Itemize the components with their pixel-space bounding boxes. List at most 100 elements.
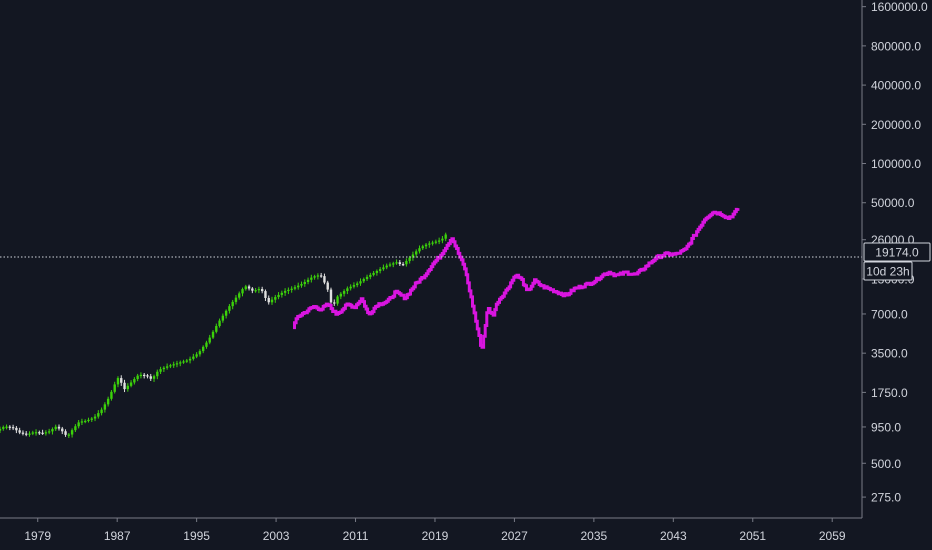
- candle-body: [106, 398, 110, 405]
- candle-body: [201, 346, 205, 352]
- candle-body: [61, 428, 64, 432]
- candle-body: [165, 366, 169, 368]
- candle-body: [215, 326, 218, 332]
- candle-body: [336, 296, 339, 304]
- candle-body: [378, 269, 382, 271]
- price-axis-tick-label: 950.0: [871, 420, 901, 434]
- candle-body: [287, 289, 290, 292]
- candle-body: [437, 240, 441, 242]
- candle-body: [388, 264, 392, 266]
- candle-body: [84, 420, 87, 423]
- candle-body: [362, 279, 365, 282]
- candle-body: [408, 257, 411, 261]
- candle-body: [270, 299, 274, 303]
- candle-body: [188, 358, 192, 361]
- candle-body: [424, 244, 428, 247]
- candle-body: [349, 286, 352, 289]
- candle-body: [149, 376, 152, 379]
- candle-body: [126, 385, 130, 390]
- candle-body: [431, 242, 434, 244]
- candle-body: [421, 246, 424, 249]
- candle-body: [74, 426, 77, 431]
- candle-body: [247, 286, 251, 289]
- candle-body: [110, 391, 113, 399]
- candle-body: [172, 364, 175, 366]
- candle-body: [15, 427, 18, 431]
- candle-body: [329, 289, 333, 303]
- candle-body: [2, 427, 5, 429]
- price-labels: 19174.0 10d 23h: [863, 242, 931, 281]
- candle-body: [28, 433, 31, 435]
- candle-body: [251, 288, 254, 291]
- candle-body: [113, 384, 116, 392]
- candle-body: [0, 428, 2, 431]
- candle-body: [198, 351, 202, 355]
- candle-body: [64, 431, 67, 435]
- candle-body: [382, 267, 385, 270]
- candle-body: [339, 293, 343, 297]
- candle-body: [179, 362, 182, 364]
- candle-body: [277, 294, 280, 298]
- candle-body: [293, 287, 297, 289]
- candle-body: [267, 297, 270, 303]
- candle-body: [359, 281, 362, 284]
- time-axis-tick-label: 1995: [183, 529, 210, 543]
- candle-body: [44, 432, 48, 434]
- candle-body: [392, 263, 395, 265]
- candle-body: [136, 375, 139, 380]
- time-axis-tick-label: 1987: [104, 529, 131, 543]
- candle-body: [300, 284, 303, 286]
- time-axis[interactable]: 1979 1987 1995 2003 2011 2019 2027 2035 2043 2051…: [24, 518, 846, 543]
- candle-body: [152, 376, 156, 379]
- candle-body: [356, 283, 359, 286]
- candle-body: [441, 238, 444, 241]
- candle-body: [182, 361, 185, 363]
- plot-area[interactable]: [0, 207, 740, 438]
- candle-body: [54, 426, 57, 430]
- candle-body: [133, 379, 136, 383]
- time-axis-tick-label: 2011: [343, 529, 369, 543]
- candle-body: [333, 302, 336, 304]
- candle-body: [142, 374, 146, 377]
- candle-body: [77, 422, 80, 427]
- candle-body: [369, 274, 372, 277]
- candle-body: [208, 337, 211, 343]
- price-axis[interactable]: 275.0500.0950.01750.03500.07000.013000.0…: [862, 0, 928, 505]
- candle-body: [123, 382, 126, 390]
- candle-body: [18, 430, 21, 433]
- time-axis-tick-label: 2043: [660, 529, 687, 543]
- candle-body: [38, 432, 41, 434]
- candle-body: [434, 241, 438, 243]
- candle-body: [254, 290, 257, 292]
- candle-body: [231, 301, 234, 307]
- candle-body: [306, 279, 310, 283]
- candle-body: [169, 365, 172, 367]
- candle-body: [401, 264, 405, 266]
- candle-body: [326, 282, 329, 290]
- price-axis-tick-label: 275.0: [871, 491, 901, 505]
- candle-body: [120, 378, 123, 383]
- time-axis-tick-label: 1979: [24, 529, 51, 543]
- price-axis-tick-label: 400000.0: [871, 79, 921, 93]
- candle-body: [244, 286, 247, 290]
- candle-body: [205, 342, 208, 347]
- candle-body: [192, 356, 195, 359]
- candle-body: [218, 320, 221, 327]
- candle-body: [372, 272, 375, 275]
- candle-body: [185, 360, 188, 362]
- bar-countdown-label: 10d 23h: [866, 265, 909, 279]
- candle-body: [224, 310, 228, 316]
- price-axis-tick-label: 50000.0: [871, 196, 915, 210]
- projection-line: [293, 207, 740, 349]
- candle-body: [159, 369, 162, 372]
- candle-body: [280, 292, 284, 295]
- candle-body: [162, 367, 166, 370]
- candle-body: [238, 293, 241, 298]
- candle-body: [398, 262, 402, 265]
- candle-body: [274, 297, 277, 300]
- candle-body: [5, 426, 8, 428]
- candle-body: [310, 277, 313, 280]
- candle-body: [283, 290, 287, 293]
- price-axis-tick-label: 500.0: [871, 457, 901, 471]
